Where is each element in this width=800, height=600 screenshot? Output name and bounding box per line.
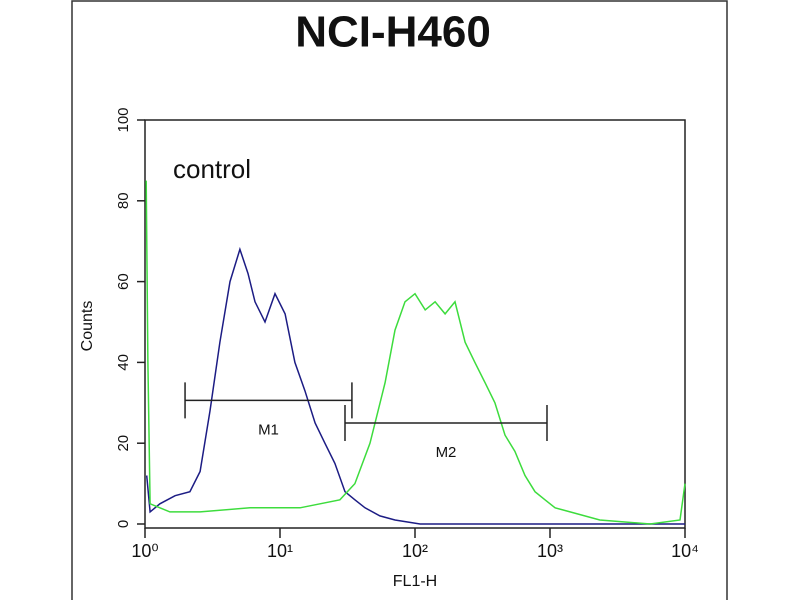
marker-label: M2 [436,444,457,461]
x-tick-label: 10² [402,541,428,561]
x-tick-label: 10¹ [267,541,293,561]
x-tick-label: 10⁴ [671,541,699,561]
x-axis-label: FL1-H [393,573,437,590]
x-tick-label: 10³ [537,541,563,561]
x-tick-label: 10⁰ [131,541,158,561]
y-tick-label: 100 [115,107,132,132]
y-axis-label: Counts [79,301,96,352]
outer-frame [71,0,728,600]
y-tick-label: 60 [115,273,132,290]
histogram-line [145,246,685,525]
marker-label: M1 [258,421,279,438]
y-tick-label: 80 [115,192,132,209]
y-tick-label: 40 [115,354,132,371]
y-tick-label: 20 [115,435,132,452]
y-tick-label: 0 [115,520,132,528]
histogram-line [145,180,686,525]
annotation: control [173,154,251,184]
chart-title: NCI-H460 [295,8,491,57]
